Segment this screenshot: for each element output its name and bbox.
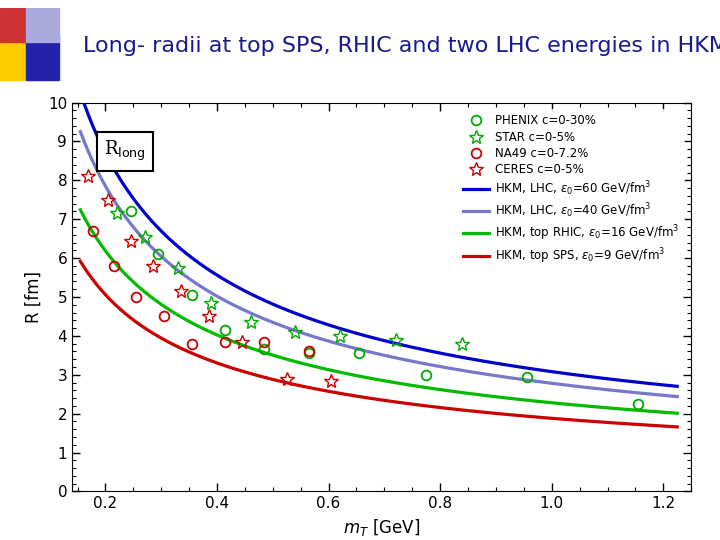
Y-axis label: R [fm]: R [fm]	[24, 271, 42, 323]
Text: R$_{\mathsf{long}}$: R$_{\mathsf{long}}$	[104, 139, 146, 163]
Legend: PHENIX c=0-30%, STAR c=0-5%, NA49 c=0-7.2%, CERES c=0-5%, HKM, LHC, $\epsilon_0$: PHENIX c=0-30%, STAR c=0-5%, NA49 c=0-7.…	[457, 109, 685, 272]
Bar	[26, 36, 59, 80]
Bar	[0, 8, 30, 42]
X-axis label: $m_T$ [GeV]: $m_T$ [GeV]	[343, 517, 420, 538]
Bar	[0, 36, 34, 80]
Text: Long- radii at top SPS, RHIC and two LHC energies in HKM: Long- radii at top SPS, RHIC and two LHC…	[83, 36, 720, 56]
Bar	[26, 8, 59, 42]
